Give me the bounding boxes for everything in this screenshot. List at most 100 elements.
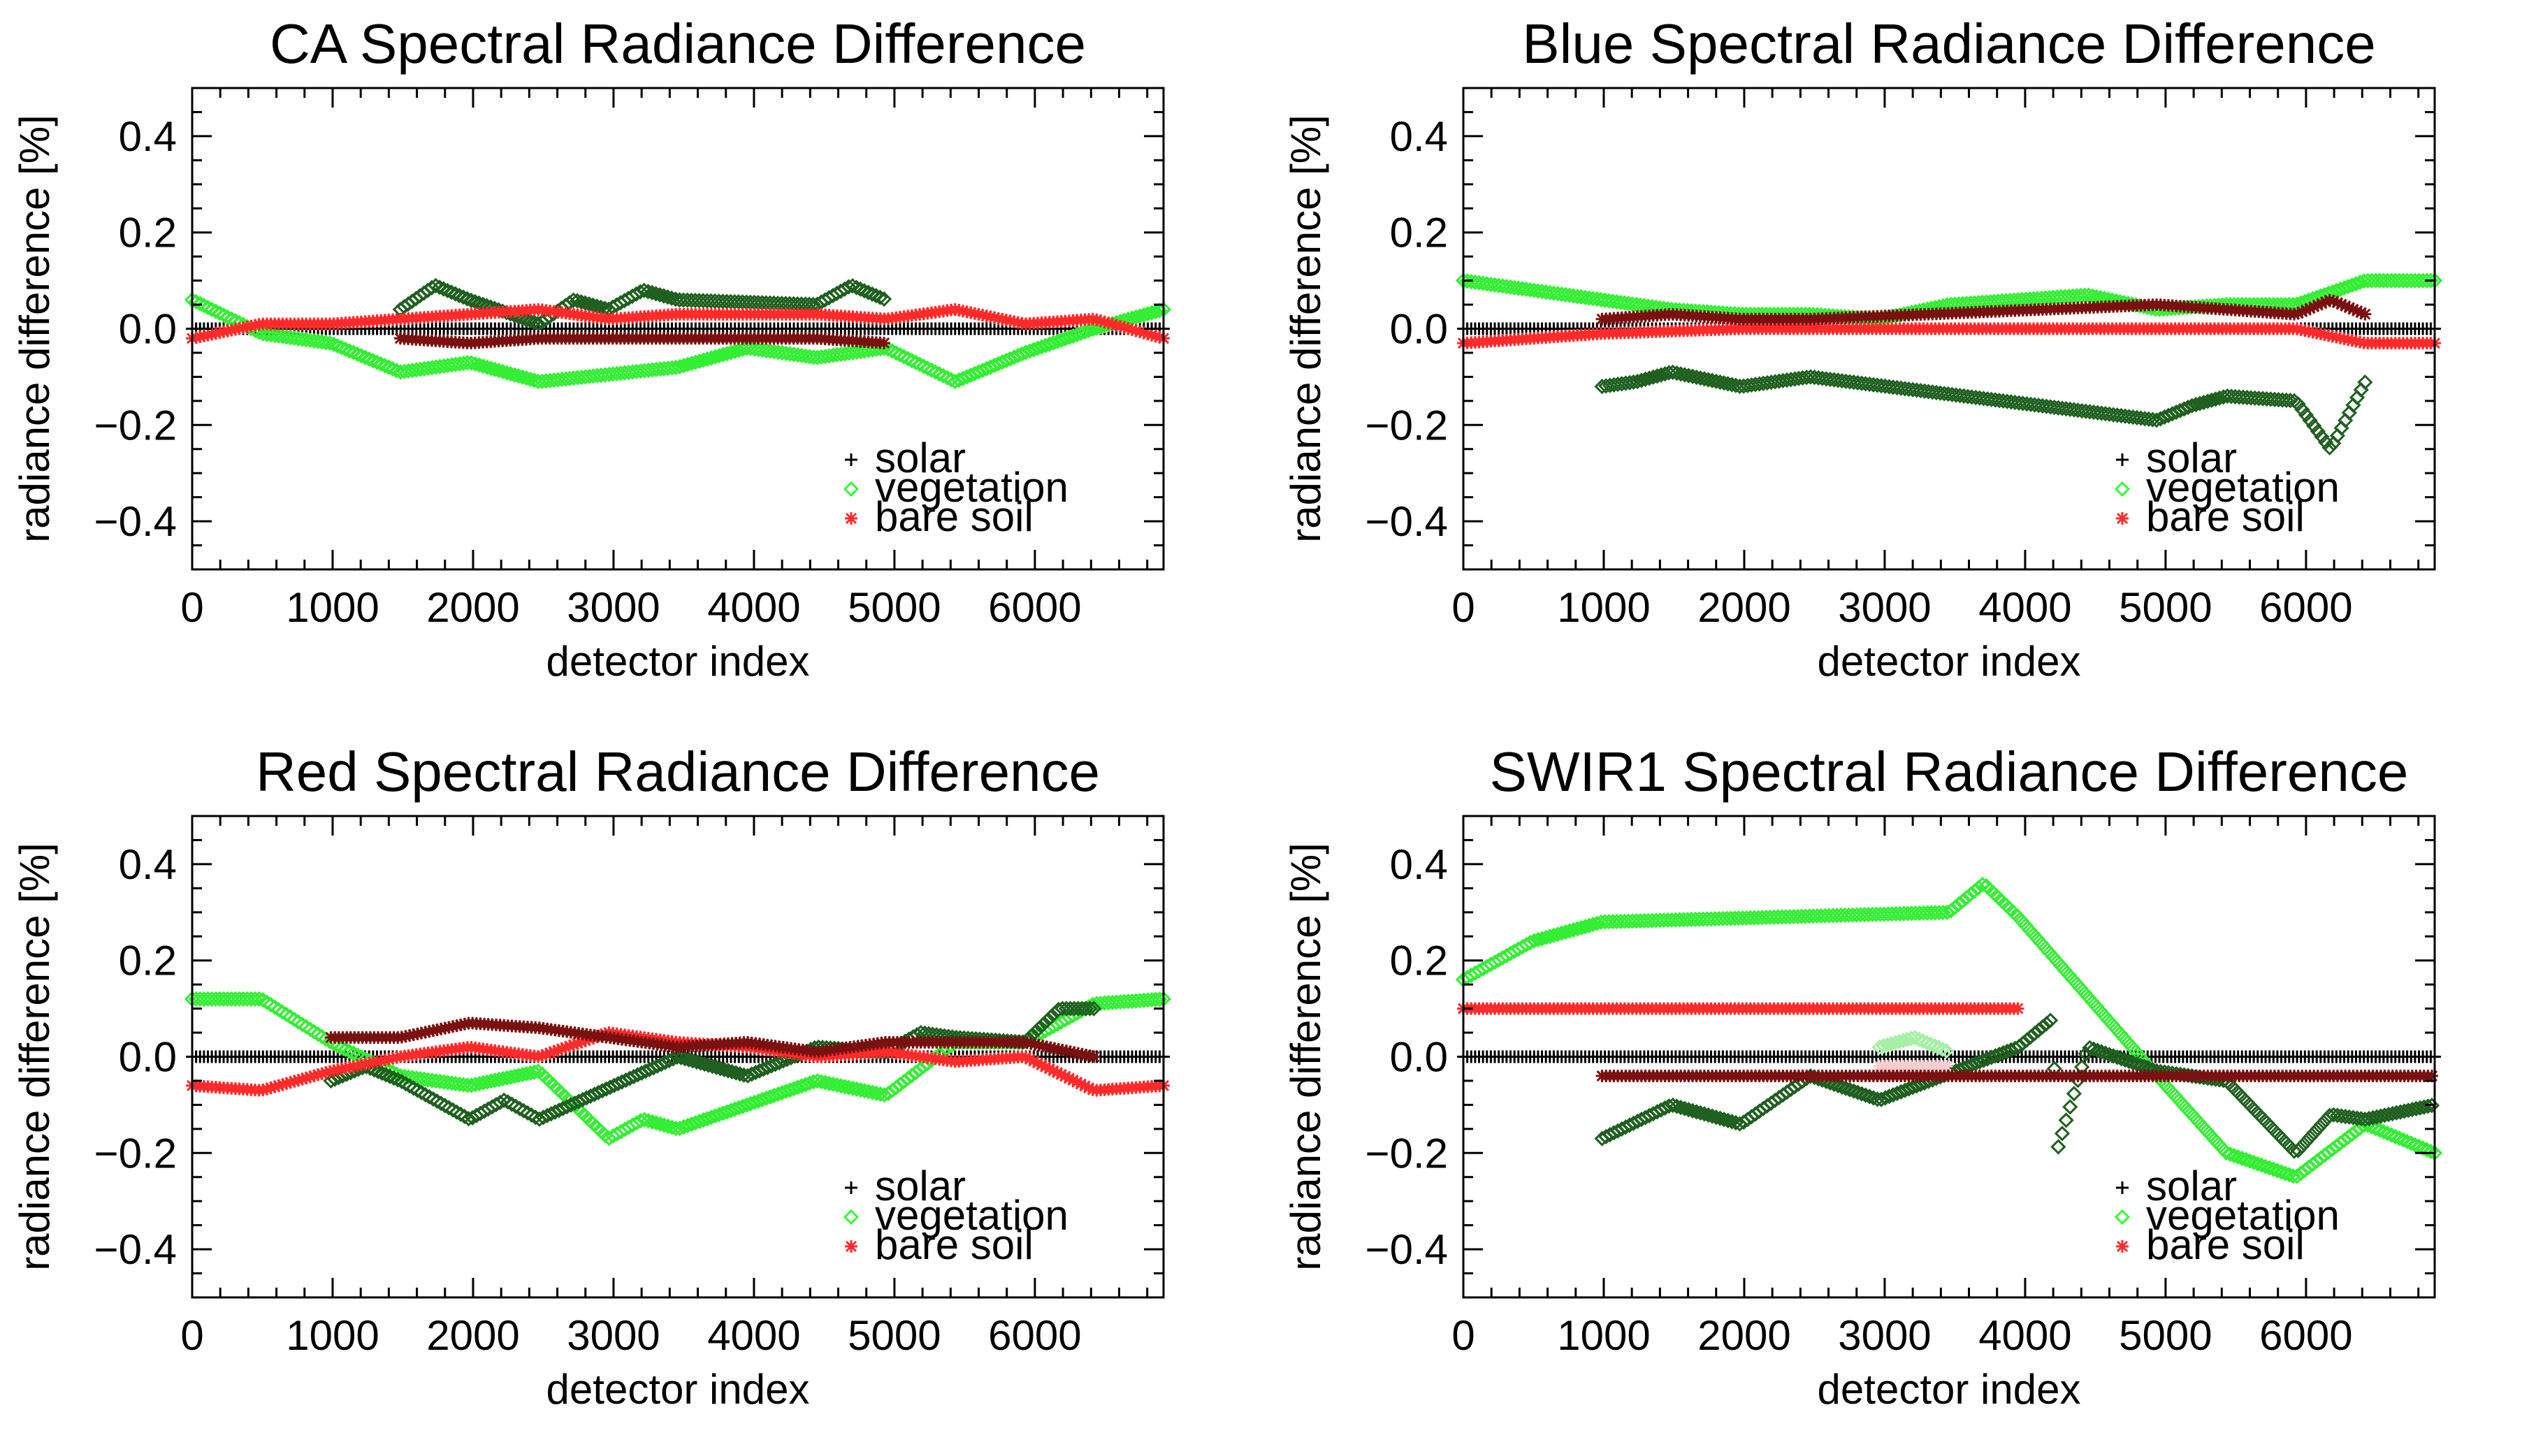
- data-point: [2238, 1151, 2254, 1168]
- data-point: [1038, 1013, 1055, 1029]
- data-point: [2089, 1042, 2106, 1058]
- data-point: [300, 1071, 313, 1084]
- data-point: [428, 277, 444, 294]
- data-point: [2425, 1070, 2438, 1083]
- data-point: [268, 1080, 282, 1093]
- data-point: [693, 1055, 709, 1071]
- data-point: [499, 1070, 515, 1086]
- data-point: [1747, 377, 1764, 393]
- data-point: [192, 296, 208, 312]
- data-point: [491, 363, 507, 379]
- data-point: [2310, 423, 2326, 439]
- data-point: [2414, 1140, 2431, 1156]
- data-point: [2383, 1127, 2400, 1143]
- data-point: [1915, 1033, 1931, 1049]
- data-point: [2315, 297, 2328, 310]
- data-point: [1043, 1009, 1059, 1026]
- legend-label-solar: solar: [2146, 1163, 2237, 1209]
- y-tick-label: 0.2: [119, 210, 177, 256]
- data-point: [507, 1068, 523, 1084]
- data-point: [2327, 294, 2340, 307]
- data-point: [2412, 1100, 2428, 1116]
- data-point: [345, 344, 361, 361]
- data-point: [2222, 1146, 2238, 1163]
- data-point: [510, 1068, 527, 1084]
- data-point: [703, 1109, 719, 1126]
- series-vegetation-dark: [1594, 364, 2373, 456]
- chart-title: CA Spectral Radiance Difference: [270, 13, 1086, 75]
- data-point: [1106, 317, 1119, 330]
- data-point: [2066, 1086, 2082, 1102]
- data-point: [676, 358, 692, 374]
- data-point: [2101, 1047, 2117, 1063]
- series-vegetation: [184, 292, 1172, 390]
- data-point: [312, 1068, 325, 1082]
- data-point: [2180, 399, 2196, 416]
- data-point: [1968, 1055, 1984, 1072]
- data-point: [1014, 346, 1030, 362]
- data-point: [845, 344, 861, 361]
- data-point: [479, 359, 495, 375]
- series-bare-soil: [1457, 1002, 2024, 1015]
- data-point: [326, 336, 342, 352]
- data-point: [1947, 899, 1963, 915]
- data-point: [1641, 370, 1658, 386]
- y-tick-label: 0.4: [119, 841, 177, 888]
- data-point: [2348, 276, 2364, 292]
- chart-panel-red: Red Spectral Radiance Difference 0 1000 200…: [0, 728, 1271, 1456]
- data-point: [428, 359, 444, 375]
- data-point: [920, 360, 936, 377]
- legend-marker-solar: [2116, 453, 2129, 466]
- x-tick-label: 2000: [1697, 1312, 1790, 1359]
- data-point: [2058, 1112, 2074, 1128]
- data-point: [1922, 1036, 1939, 1052]
- data-point: [1140, 306, 1156, 322]
- data-point: [487, 361, 503, 377]
- data-point: [518, 312, 535, 328]
- data-point: [196, 298, 212, 314]
- series-vegetation: [1455, 876, 2443, 1184]
- chart-svg: Blue Spectral Radiance Difference 0 1000 20…: [1282, 13, 2443, 685]
- data-point: [1838, 1080, 1854, 1096]
- data-point: [2125, 1055, 2141, 1071]
- x-tick-label: 0: [180, 1312, 203, 1359]
- data-point: [2375, 1123, 2391, 1140]
- data-point: [695, 352, 711, 368]
- y-tick-label: 0.2: [119, 938, 177, 984]
- data-point: [523, 1107, 539, 1123]
- data-point: [1114, 320, 1127, 333]
- data-point: [703, 350, 719, 366]
- data-point: [1530, 931, 1546, 948]
- data-point: [2097, 1045, 2114, 1061]
- data-point: [848, 344, 865, 360]
- data-point: [2314, 1116, 2330, 1133]
- data-point: [413, 1084, 430, 1100]
- data-point: [746, 1094, 762, 1110]
- data-point: [516, 1102, 532, 1119]
- data-point: [382, 1068, 398, 1084]
- legend-label-vegetation: vegetation: [875, 1192, 1068, 1239]
- data-point: [1041, 336, 1057, 352]
- data-point: [2351, 304, 2364, 317]
- data-point: [291, 1074, 305, 1087]
- data-point: [365, 353, 381, 369]
- y-tick-label: −0.2: [1365, 1130, 1448, 1177]
- data-point: [2306, 418, 2322, 434]
- data-point: [707, 349, 723, 365]
- data-point: [1621, 374, 1638, 391]
- data-point: [711, 1107, 727, 1123]
- x-tick-label: 2000: [426, 584, 519, 631]
- data-point: [443, 284, 460, 300]
- data-point: [2298, 1134, 2314, 1150]
- data-point: [716, 1061, 732, 1078]
- data-point: [1526, 933, 1542, 949]
- data-point: [2015, 1035, 2031, 1051]
- data-point: [353, 348, 370, 364]
- data-point: [1971, 880, 1987, 896]
- data-point: [1688, 1104, 1704, 1120]
- data-point: [1581, 917, 1597, 933]
- data-point: [500, 1094, 516, 1110]
- data-point: [1149, 330, 1162, 343]
- data-point: [1931, 1040, 1947, 1056]
- series-vegetation-light: [1871, 1030, 1955, 1059]
